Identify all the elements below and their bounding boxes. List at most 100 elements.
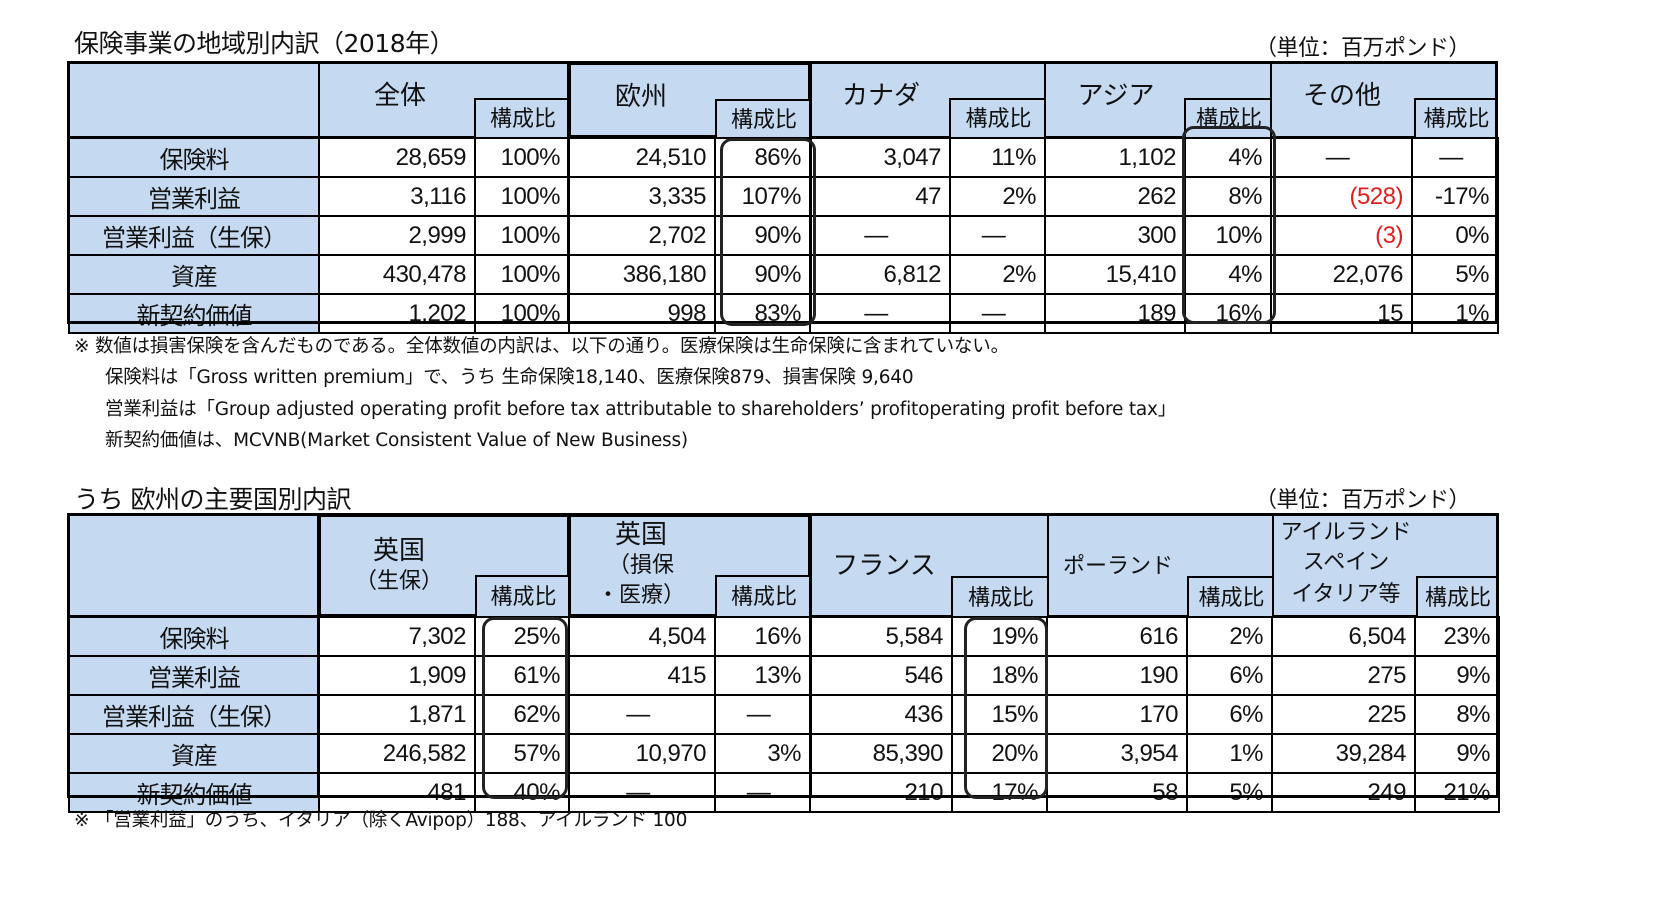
cell: 210: [809, 772, 953, 813]
cell: 100%: [474, 254, 570, 295]
col-label: アジア: [1077, 81, 1155, 111]
cell: 1,102: [1044, 137, 1186, 178]
cell: ―: [568, 772, 716, 813]
cell: 249: [1271, 772, 1416, 813]
table1-col-other: その他 構成比: [1270, 62, 1497, 138]
col-label-line2: （生保）: [354, 569, 443, 594]
col-label-line1: フランス: [832, 551, 936, 581]
table-row: 保険料 28,659 100% 24,510 86% 3,047 11% 1,1…: [68, 137, 1499, 178]
cell: ―: [809, 293, 951, 334]
cell: 616: [1046, 616, 1188, 657]
cell: 481: [318, 772, 476, 813]
cell: 100%: [474, 137, 570, 178]
row-label: 営業利益: [68, 176, 320, 217]
table2-col-france: フランス 構成比: [809, 514, 1049, 617]
cell: 386,180: [568, 254, 716, 295]
cell: 16%: [714, 616, 811, 657]
cell: 190: [1046, 655, 1188, 696]
col-label: その他: [1302, 81, 1381, 111]
table2-col-uk-general-health: 英国 （損保 ・医療） 構成比: [568, 514, 811, 617]
cell: 1,909: [318, 655, 476, 696]
ratio-header: 構成比: [715, 575, 811, 617]
table1-col-canada: カナダ 構成比: [809, 62, 1046, 138]
cell: 10%: [1184, 215, 1272, 256]
col-label-line2: スペイン: [1302, 550, 1390, 575]
table-row: 営業利益（生保） 2,999 100% 2,702 90% ― ― 300 10…: [68, 215, 1499, 256]
cell: 13%: [714, 655, 811, 696]
cell: 225: [1271, 694, 1416, 735]
table1-col-europe: 欧州 構成比: [568, 62, 811, 139]
cell: 6%: [1186, 694, 1273, 735]
cell: 15,410: [1044, 254, 1186, 295]
cell: 5%: [1186, 772, 1273, 813]
cell: 7,302: [318, 616, 476, 657]
cell: 6,812: [809, 254, 951, 295]
cell: 20%: [951, 733, 1048, 774]
cell: 21%: [1414, 772, 1500, 813]
negative-cell: (3): [1270, 215, 1413, 256]
cell: 11%: [949, 137, 1046, 178]
cell: 2,702: [568, 215, 716, 256]
cell: 998: [568, 293, 716, 334]
cell: 415: [568, 655, 716, 696]
ratio-header: 構成比: [715, 99, 811, 139]
table1-note-3: 営業利益は「Group adjusted operating profit be…: [105, 399, 1177, 420]
cell: ―: [1270, 137, 1413, 178]
cell: 6%: [1186, 655, 1273, 696]
cell: ―: [949, 293, 1046, 334]
table-row: 資産 430,478 100% 386,180 90% 6,812 2% 15,…: [68, 254, 1499, 295]
table-row: 営業利益 1,909 61% 415 13% 546 18% 190 6% 27…: [68, 655, 1500, 696]
table2-col-poland: ポーランド 構成比: [1047, 514, 1274, 617]
table1-col-asia: アジア 構成比: [1044, 62, 1272, 138]
table2-note-1: ※ 「営業利益」のうち、イタリア（除くAvipop）188、アイルランド 100: [74, 810, 688, 831]
table2-col-ireland-spain-italy: アイルランド スペイン イタリア等 構成比: [1272, 514, 1498, 617]
cell: 275: [1271, 655, 1416, 696]
row-label: 保険料: [68, 137, 320, 178]
col-label-line1: ポーランド: [1062, 554, 1173, 579]
cell: ―: [1411, 137, 1499, 178]
cell: 10,970: [568, 733, 716, 774]
table2-header-corner: [68, 514, 320, 617]
cell: 90%: [714, 215, 811, 256]
cell: 2%: [949, 176, 1046, 217]
cell: 23%: [1414, 616, 1500, 657]
table1-note-2: 保険料は「Gross written premium」で、うち 生命保険18,1…: [105, 367, 914, 388]
row-label: 営業利益: [68, 655, 320, 696]
cell: ―: [714, 694, 811, 735]
cell: 170: [1046, 694, 1188, 735]
table2-title: うち 欧州の主要国別内訳: [74, 485, 351, 514]
table-row: 営業利益 3,116 100% 3,335 107% 47 2% 262 8% …: [68, 176, 1499, 217]
row-label: 営業利益（生保）: [68, 694, 320, 735]
ratio-header: 構成比: [474, 98, 570, 138]
ratio-header: 構成比: [1414, 98, 1497, 138]
cell: 3,954: [1046, 733, 1188, 774]
cell: 57%: [474, 733, 570, 774]
cell: ―: [809, 215, 951, 256]
cell: 58: [1046, 772, 1188, 813]
cell: 22,076: [1270, 254, 1413, 295]
col-label-line3: ・医療）: [596, 583, 685, 608]
cell: 4,504: [568, 616, 716, 657]
cell: 15%: [951, 694, 1048, 735]
cell: 5,584: [809, 616, 953, 657]
ratio-header: 構成比: [949, 98, 1046, 138]
cell: 1,202: [318, 293, 476, 334]
cell: ―: [949, 215, 1046, 256]
cell: 16%: [1184, 293, 1272, 334]
cell: 40%: [474, 772, 570, 813]
cell: 436: [809, 694, 953, 735]
row-label: 資産: [68, 733, 320, 774]
cell: 1,871: [318, 694, 476, 735]
cell: 2,999: [318, 215, 476, 256]
cell: 107%: [714, 176, 811, 217]
col-label: カナダ: [841, 81, 920, 111]
ratio-header: 構成比: [1416, 576, 1498, 617]
cell: 47: [809, 176, 951, 217]
cell: 6,504: [1271, 616, 1416, 657]
cell: 5%: [1411, 254, 1499, 295]
table1-note-1: ※ 数値は損害保険を含んだものである。全体数値の内訳は、以下の通り。医療保険は生…: [74, 336, 1009, 357]
cell: 100%: [474, 176, 570, 217]
ratio-header: 構成比: [1187, 576, 1274, 617]
row-label: 新契約価値: [68, 293, 320, 334]
row-label: 保険料: [68, 616, 320, 657]
